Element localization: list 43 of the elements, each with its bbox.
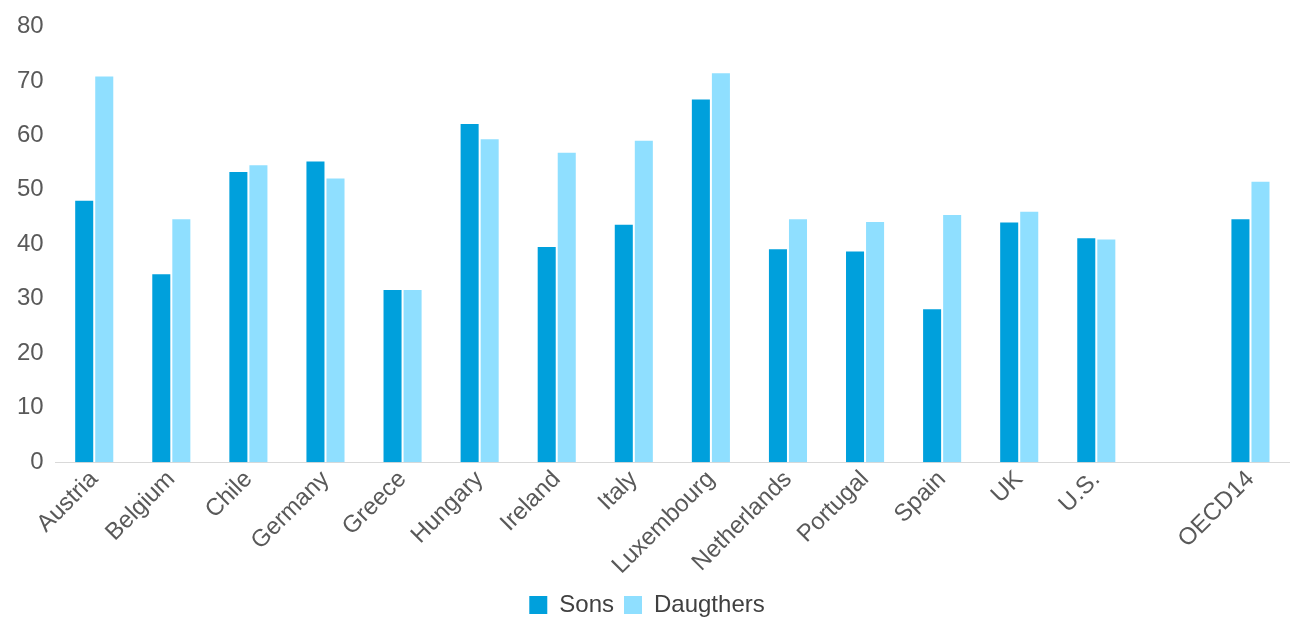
x-tick-label: UK (984, 464, 1028, 508)
y-tick-label: 20 (16, 337, 44, 365)
bar (614, 224, 633, 463)
bar (846, 251, 865, 463)
bar (923, 309, 942, 463)
bar (1251, 181, 1270, 463)
bar (557, 152, 576, 463)
bar (1097, 239, 1116, 463)
y-tick-label: 40 (16, 228, 44, 256)
bar (1231, 219, 1250, 463)
bar (943, 214, 962, 463)
bar (537, 247, 556, 463)
y-tick-label: 70 (16, 65, 44, 93)
bar (480, 139, 499, 463)
bar (403, 290, 422, 463)
bar (75, 200, 94, 463)
bar (326, 178, 345, 463)
y-tick-label: 50 (16, 174, 44, 202)
bar (152, 274, 171, 463)
bar (691, 99, 710, 463)
bar (1077, 238, 1096, 463)
bar (768, 249, 787, 463)
y-tick-label: 60 (16, 120, 44, 147)
bar (788, 219, 808, 463)
legend-label: Sons (559, 589, 614, 617)
x-tick-label: U.S. (1052, 464, 1105, 517)
bar (306, 161, 325, 463)
bar (249, 165, 268, 463)
legend-label: Daugthers (653, 589, 765, 617)
bar (866, 222, 885, 463)
y-tick-label: 10 (16, 392, 44, 420)
bar (460, 123, 479, 463)
bar (229, 171, 248, 463)
bar (634, 140, 653, 463)
bar (1000, 222, 1019, 463)
y-tick-label: 80 (16, 11, 44, 39)
bar (711, 73, 730, 463)
y-tick-label: 0 (30, 446, 44, 474)
bar (172, 219, 191, 463)
bar (1020, 211, 1039, 463)
y-tick-label: 30 (16, 283, 44, 311)
bar (95, 76, 114, 463)
bar (383, 290, 402, 463)
